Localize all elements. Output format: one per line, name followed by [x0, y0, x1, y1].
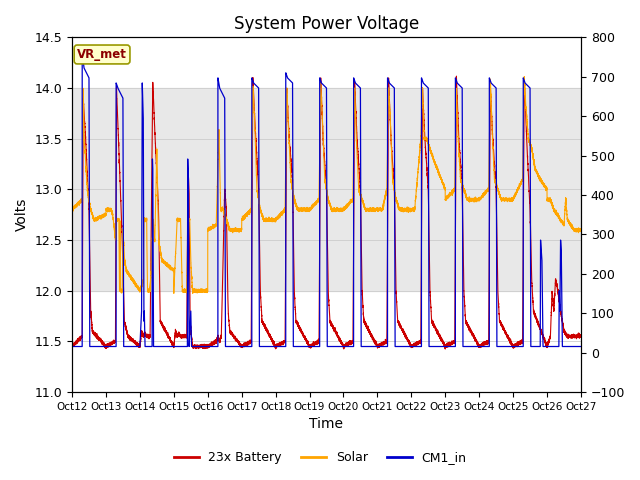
Title: System Power Voltage: System Power Voltage: [234, 15, 419, 33]
Bar: [72, 88, 581, 291]
Legend: 23x Battery, Solar, CM1_in: 23x Battery, Solar, CM1_in: [168, 446, 472, 469]
Text: VR_met: VR_met: [77, 48, 127, 61]
Y-axis label: Volts: Volts: [15, 198, 29, 231]
X-axis label: Time: Time: [310, 418, 344, 432]
